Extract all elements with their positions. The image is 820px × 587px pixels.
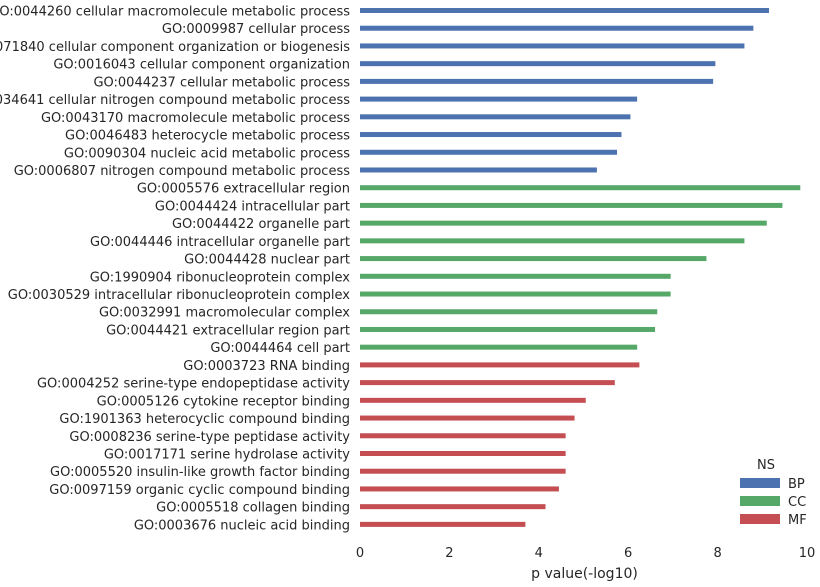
bar-go-0034641 bbox=[360, 96, 638, 102]
category-label: GO:0004252 serine-type endopeptidase act… bbox=[37, 377, 350, 392]
category-label: GO:0030529 intracellular ribonucleoprote… bbox=[8, 288, 351, 303]
legend-title: NS bbox=[757, 458, 775, 473]
category-label: GO:0044237 cellular metabolic process bbox=[93, 75, 350, 90]
x-tick-label: 8 bbox=[713, 546, 721, 561]
bar-go-0030529 bbox=[360, 291, 671, 297]
bar-go-0044422 bbox=[360, 220, 767, 226]
bar-go-1990904 bbox=[360, 273, 671, 279]
bars-layer bbox=[360, 8, 801, 527]
bar-go-0003676 bbox=[360, 521, 526, 527]
x-axis-title: p value(-log10) bbox=[531, 566, 638, 582]
category-label: GO:0044424 intracellular part bbox=[155, 199, 350, 214]
legend-label-bp: BP bbox=[788, 477, 805, 492]
category-label: GO:0044464 cell part bbox=[210, 341, 350, 356]
bar-go-0006807 bbox=[360, 167, 597, 173]
bar-go-0044428 bbox=[360, 256, 707, 262]
category-label: GO:0009987 cellular process bbox=[162, 22, 350, 37]
category-label: GO:0016043 cellular component organizati… bbox=[53, 58, 350, 73]
category-label: GO:0044422 organelle part bbox=[172, 217, 350, 232]
bar-go-0046483 bbox=[360, 132, 622, 138]
legend-label-cc: CC bbox=[788, 495, 806, 510]
category-labels: GO:0044260 cellular macromolecule metabo… bbox=[0, 5, 350, 534]
x-tick-label: 0 bbox=[356, 546, 364, 561]
x-axis: 0 2 4 6 8 10 bbox=[356, 546, 815, 561]
category-label: GO:0044446 intracellular organelle part bbox=[90, 235, 350, 250]
category-label: GO:0090304 nucleic acid metabolic proces… bbox=[64, 146, 350, 161]
legend-swatch-bp bbox=[740, 478, 780, 488]
category-label: GO:0005518 collagen binding bbox=[156, 501, 350, 516]
category-label: GO:0043170 macromolecule metabolic proce… bbox=[41, 111, 350, 126]
bar-go-0005518 bbox=[360, 504, 546, 510]
category-label: GO:0044260 cellular macromolecule metabo… bbox=[0, 5, 350, 20]
legend-swatch-mf bbox=[740, 514, 780, 524]
category-label: GO:1990904 ribonucleoprotein complex bbox=[90, 270, 351, 285]
category-label: GO:0044428 nuclear part bbox=[184, 253, 350, 268]
bar-go-0044424 bbox=[360, 202, 783, 208]
category-label: GO:0005126 cytokine receptor binding bbox=[97, 394, 350, 409]
category-label: GO:0097159 organic cyclic compound bindi… bbox=[49, 483, 350, 498]
category-label: GO:0032991 macromolecular complex bbox=[99, 306, 350, 321]
bar-go-0044464 bbox=[360, 344, 638, 350]
x-tick-label: 4 bbox=[535, 546, 543, 561]
bar-go-0004252 bbox=[360, 380, 615, 386]
bar-go-0044237 bbox=[360, 78, 714, 84]
category-label: GO:1901363 heterocyclic compound binding bbox=[59, 412, 350, 427]
legend-swatch-cc bbox=[740, 496, 780, 506]
bar-go-0043170 bbox=[360, 114, 631, 120]
bar-go-0044421 bbox=[360, 326, 656, 332]
bar-go-0005576 bbox=[360, 185, 801, 191]
bar-go-0016043 bbox=[360, 61, 716, 67]
bar-go-0009987 bbox=[360, 25, 754, 31]
bar-go-0003723 bbox=[360, 362, 640, 368]
bar-go-0008236 bbox=[360, 433, 566, 439]
x-tick-label: 10 bbox=[799, 546, 816, 561]
category-label: GO:0046483 heterocycle metabolic process bbox=[65, 129, 350, 144]
legend-label-mf: MF bbox=[788, 513, 807, 528]
category-label: GO:0017171 serine hydrolase activity bbox=[104, 448, 350, 463]
x-tick-label: 6 bbox=[624, 546, 632, 561]
category-label: GO:0003676 nucleic acid binding bbox=[134, 518, 350, 533]
category-label: GO:0034641 cellular nitrogen compound me… bbox=[0, 93, 350, 108]
bar-go-0017171 bbox=[360, 451, 566, 456]
bar-go-0090304 bbox=[360, 149, 618, 155]
bar-go-0071840 bbox=[360, 43, 745, 49]
category-label: GO:0006807 nitrogen compound metabolic p… bbox=[14, 164, 351, 179]
legend: NS BP CC MF bbox=[740, 458, 807, 528]
bar-go-0005126 bbox=[360, 397, 586, 403]
category-label: GO:0008236 serine-type peptidase activit… bbox=[69, 430, 350, 445]
category-label: GO:0044421 extracellular region part bbox=[106, 323, 350, 338]
bar-go-1901363 bbox=[360, 415, 575, 421]
category-label: GO:0071840 cellular component organizati… bbox=[0, 40, 350, 55]
bar-go-0032991 bbox=[360, 309, 658, 315]
category-label: GO:0005520 insulin-like growth factor bi… bbox=[50, 465, 350, 480]
bar-go-0044260 bbox=[360, 8, 770, 13]
bar-go-0005520 bbox=[360, 468, 566, 474]
category-label: GO:0005576 extracellular region bbox=[137, 182, 350, 197]
bar-go-0044446 bbox=[360, 238, 745, 244]
category-label: GO:0003723 RNA binding bbox=[183, 359, 350, 374]
x-tick-label: 2 bbox=[445, 546, 453, 561]
bar-go-0097159 bbox=[360, 486, 559, 492]
